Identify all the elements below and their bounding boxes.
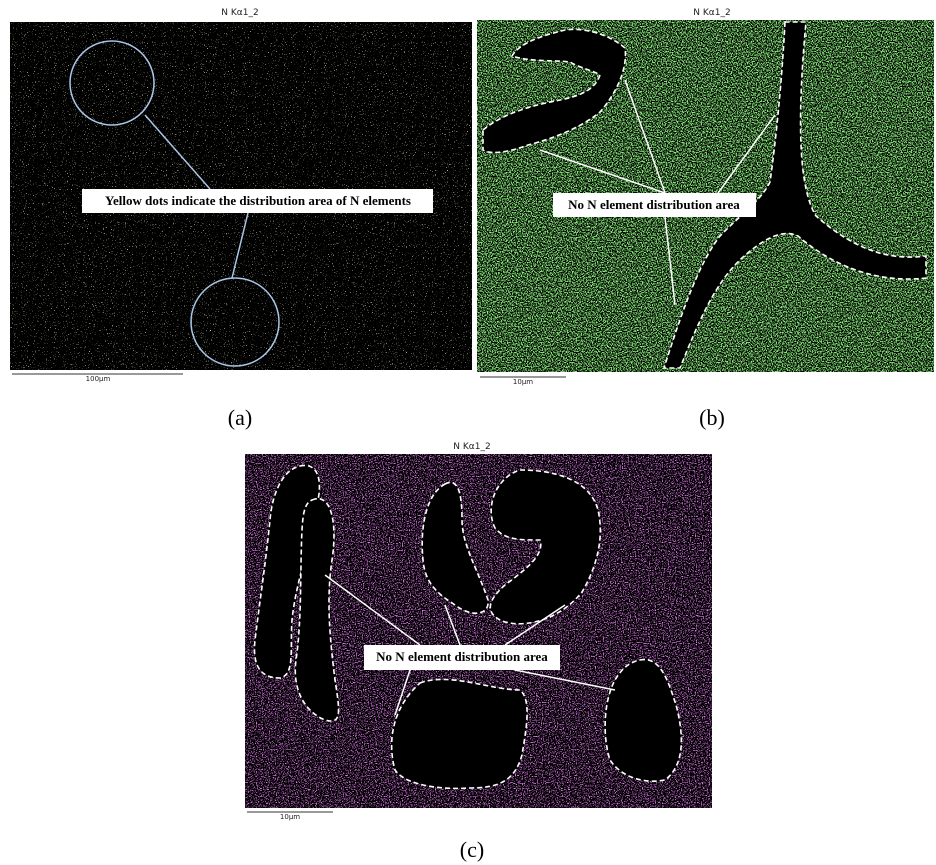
scale-label: 100μm (86, 375, 111, 383)
panel-c: N Kα1_2 No N element distribution area 1… (245, 442, 712, 862)
caption: (c) (460, 837, 484, 862)
scale-label: 10μm (280, 813, 300, 821)
caption: (b) (699, 405, 725, 430)
figure: N Kα1_2 Yellow dots indicate the distrib… (0, 0, 936, 865)
annotation: No N element distribution area (568, 197, 740, 212)
annotation: No N element distribution area (376, 649, 548, 664)
scale-label: 10μm (513, 378, 533, 386)
caption: (a) (228, 405, 252, 430)
panel-title: N Kα1_2 (221, 8, 258, 18)
panel-b: N Kα1_2 No N element distribution area 1… (477, 8, 934, 430)
no-element-region (392, 679, 527, 788)
panel-title: N Kα1_2 (693, 8, 730, 18)
panel-a: N Kα1_2 Yellow dots indicate the distrib… (10, 8, 472, 430)
annotation: Yellow dots indicate the distribution ar… (105, 193, 411, 208)
panel-title: N Kα1_2 (453, 442, 490, 452)
